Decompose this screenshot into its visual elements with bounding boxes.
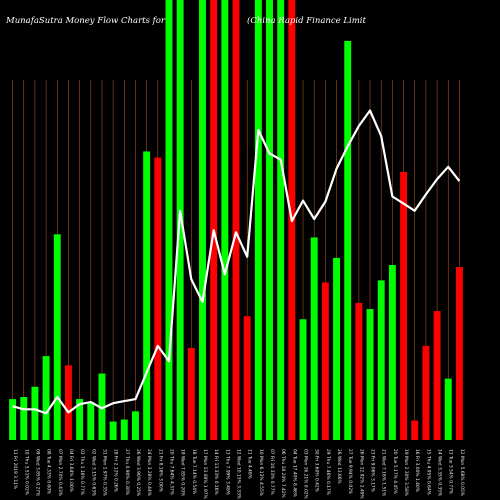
chart-title: MunafaSutra Money Flow Charts for bbox=[5, 16, 166, 26]
bar bbox=[433, 311, 441, 440]
bar bbox=[109, 421, 117, 440]
x-tick-label: 27 Tue 9.94% 0.02% bbox=[347, 449, 353, 494]
x-tick-label: 13 Thu 7.99% 3.48% bbox=[224, 449, 230, 495]
bar bbox=[165, 0, 173, 440]
x-tick-label: 04 Tue 17.40% 8.46% bbox=[291, 449, 297, 497]
x-tick-label: 11 Tue 4.48% bbox=[247, 449, 253, 479]
bar bbox=[20, 397, 28, 440]
x-tick-label: 29 Thu 7.46% 0.17% bbox=[325, 449, 331, 495]
x-tick-label: 31 Mon 1.97% 0.35% bbox=[101, 449, 107, 496]
bar bbox=[210, 0, 218, 440]
x-tick-label: 26 Mon 12.92% 2.49% bbox=[358, 449, 364, 499]
x-tick-label: 10 Mon 6.13% 4.55% bbox=[258, 449, 264, 496]
x-tick-label: 19 Mon 2.30% 3.58% bbox=[403, 449, 409, 496]
bar bbox=[31, 386, 39, 440]
bar bbox=[199, 0, 206, 440]
x-tick-label: 14 Wed 3.35% 0.35% bbox=[437, 449, 443, 496]
bar bbox=[388, 265, 396, 440]
x-tick-label: 02 Wed 3.15% 0.63% bbox=[90, 449, 96, 496]
x-tick-labels: 11 Fri 2019 3.11% 10 Thu 3.51% 0.02% 09 We… bbox=[12, 449, 465, 499]
bar bbox=[377, 280, 385, 440]
x-tick-label: 14 Fri 13.33% 0.16% bbox=[213, 449, 219, 495]
x-tick-label: 07 Mon 2.70% 0.43% bbox=[57, 449, 63, 496]
x-tick-label: 09 Wed 3.85% 0.27% bbox=[34, 449, 40, 496]
bar bbox=[444, 378, 452, 440]
x-tick-label: 16 Fri 3.00% 1.40% bbox=[414, 449, 420, 492]
bar bbox=[154, 157, 162, 440]
bar bbox=[243, 316, 251, 440]
x-tick-label: 12 Mon 5.68% 0.05% bbox=[459, 449, 465, 496]
bar bbox=[400, 171, 408, 440]
x-tick-label: 06 Thu 18.24% 7.42% bbox=[280, 449, 286, 498]
bar bbox=[98, 373, 106, 440]
x-tick-label: 12 Wed 10.15% 3.33% bbox=[236, 449, 242, 499]
bar bbox=[143, 151, 151, 440]
x-tick-label: 28 Fri 2.12% 0.26% bbox=[113, 449, 119, 492]
bar bbox=[76, 399, 84, 440]
x-tick-label: 27 Thu 0.90% 0.30% bbox=[124, 449, 130, 495]
x-tick-label: 24 Mon 3.28% 0.44% bbox=[146, 449, 152, 496]
x-tick-label: 18 Tue 7.14% 0.54% bbox=[191, 449, 197, 494]
x-tick-label: 03 Thu 1.16% 0.77% bbox=[79, 449, 85, 495]
x-tick-label: 07 Fri 10.33% 0.77% bbox=[269, 449, 275, 495]
x-tick-label: 11 Fri 2019 3.11% bbox=[12, 449, 18, 489]
bar bbox=[187, 347, 195, 440]
x-tick-label: 04 Fri 3.64% 1.00% bbox=[68, 449, 74, 492]
bar bbox=[277, 0, 285, 440]
bar bbox=[455, 267, 463, 440]
x-tick-label: 10 Thu 3.51% 0.02% bbox=[23, 449, 29, 495]
price-line-layer bbox=[12, 109, 461, 415]
bar bbox=[266, 0, 273, 440]
x-tick-label: 23 Fri 9.06% 3.17% bbox=[370, 449, 376, 492]
bar bbox=[344, 40, 352, 440]
bar bbox=[53, 234, 61, 440]
bar bbox=[132, 411, 139, 440]
price-line bbox=[12, 109, 461, 415]
x-tick-label: 17 Mon 13.08% 1.97% bbox=[202, 449, 208, 499]
x-tick-label: 28 Wed 13.66% bbox=[336, 449, 342, 484]
x-tick-label: 26 Wed 3.90% 0.25% bbox=[135, 449, 141, 496]
bar bbox=[232, 0, 240, 440]
bar bbox=[87, 402, 95, 440]
bar bbox=[254, 0, 262, 440]
x-tick-label: 03 Mon 16.21% 0.02% bbox=[303, 449, 309, 499]
bar bbox=[64, 365, 72, 440]
x-tick-label: 08 Tue 4.33% 0.60% bbox=[46, 449, 52, 494]
bar bbox=[321, 282, 329, 440]
bar bbox=[299, 319, 307, 440]
x-tick-label: 30 Fri 3.60% 0.42% bbox=[314, 449, 320, 492]
x-tick-label: 15 Thu 4.95% 0.64% bbox=[425, 449, 431, 495]
x-tick-label: 20 Thu 7.64% 4.37% bbox=[168, 449, 174, 495]
bar bbox=[310, 237, 318, 440]
x-tick-label: 19 Wed 7.85% 0.20% bbox=[180, 449, 186, 496]
bar bbox=[411, 420, 419, 440]
x-tick-label: 21 Fri 8.16% 3.00% bbox=[157, 449, 163, 492]
chart-title-company: (China Rapid Finance Limit bbox=[247, 15, 366, 26]
bar bbox=[422, 345, 430, 440]
bar bbox=[9, 399, 17, 440]
bar bbox=[366, 309, 374, 440]
x-tick-label: 20 Tue 5.17% 4.45% bbox=[392, 449, 398, 494]
x-tick-label: 13 Tue 3.54% 0.77% bbox=[448, 449, 454, 494]
bar bbox=[355, 302, 363, 440]
x-tick-label: 21 Wed 7.18% 1.51% bbox=[381, 449, 387, 496]
bar bbox=[120, 419, 128, 440]
bar bbox=[221, 0, 229, 440]
bar bbox=[333, 257, 340, 440]
bar bbox=[42, 356, 50, 440]
